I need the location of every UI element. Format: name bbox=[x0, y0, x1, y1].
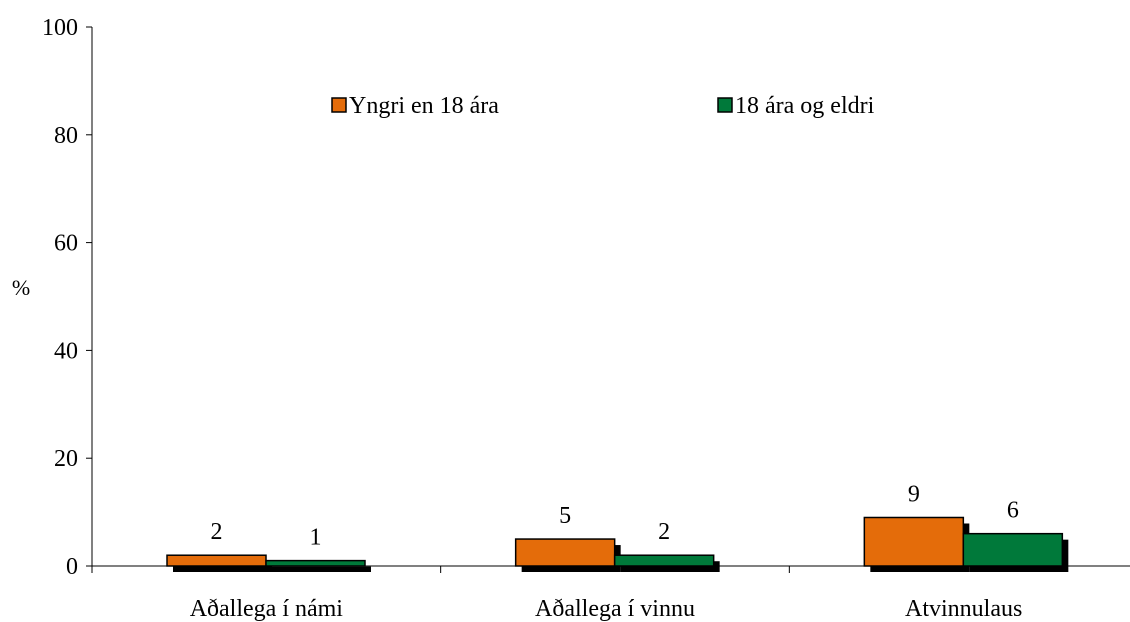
legend-label: 18 ára og eldri bbox=[735, 93, 875, 119]
x-category-label: Aðallega í vinnu bbox=[535, 596, 695, 622]
bar-shadow bbox=[272, 566, 371, 572]
y-tick-label: 0 bbox=[66, 554, 78, 580]
legend: Yngri en 18 ára 18 ára og eldri bbox=[331, 93, 875, 119]
axes: 0 20 40 60 80 100% Aðallega í námi Aðallega í v… bbox=[12, 15, 1130, 622]
data-label: 1 bbox=[310, 525, 322, 551]
x-category-label: Atvinnulaus bbox=[905, 596, 1022, 622]
y-tick-label: 40 bbox=[54, 338, 78, 364]
data-label: 5 bbox=[559, 503, 571, 529]
bar-18-and-over bbox=[265, 559, 366, 567]
y-tick-label: 20 bbox=[54, 446, 78, 472]
bar-18-and-over bbox=[962, 532, 1064, 567]
data-label: 2 bbox=[658, 519, 670, 545]
legend-label: Yngri en 18 ára bbox=[349, 93, 499, 119]
bar-under-18 bbox=[514, 538, 616, 567]
legend-swatch bbox=[331, 97, 347, 113]
legend-swatch bbox=[717, 97, 733, 113]
labels: 2 1 5 2 9 6 bbox=[211, 481, 1019, 550]
data-label: 6 bbox=[1007, 498, 1019, 524]
y-axis-label: % bbox=[12, 275, 30, 300]
y-tick-label: 100 bbox=[42, 15, 78, 41]
data-label: 2 bbox=[211, 519, 223, 545]
bar-18-and-over bbox=[613, 554, 715, 567]
y-tick-label: 60 bbox=[54, 231, 78, 257]
bars bbox=[166, 516, 1069, 572]
x-category-label: Aðallega í námi bbox=[190, 596, 344, 622]
y-tick-label: 80 bbox=[54, 123, 78, 149]
bar-under-18 bbox=[166, 554, 267, 567]
bar-under-18 bbox=[863, 516, 965, 567]
data-label: 9 bbox=[908, 481, 920, 507]
